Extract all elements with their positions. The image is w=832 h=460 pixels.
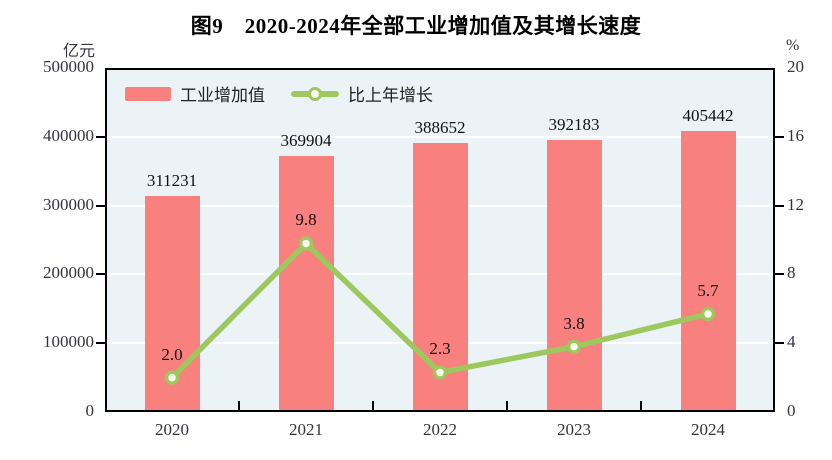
left-axis-tick-label: 300000 <box>43 194 94 214</box>
left-axis-tickmark <box>96 135 105 138</box>
line-value-label: 5.7 <box>697 280 719 300</box>
chart-title: 图9 2020-2024年全部工业增加值及其增长速度 <box>190 14 642 38</box>
line-point-marker <box>432 365 448 380</box>
x-axis-label-2024: 2024 <box>691 420 725 439</box>
line-point-marker <box>164 370 180 385</box>
line-value-label: 2.3 <box>429 339 451 359</box>
bar-2024 <box>680 131 736 410</box>
right-axis-tick-label: 16 <box>787 125 804 145</box>
x-axis-label-2022: 2022 <box>423 420 457 439</box>
right-axis-tick-label: 4 <box>787 332 796 352</box>
right-axis-tick-label: 20 <box>787 57 804 76</box>
left-axis-tick-label: 200000 <box>43 263 94 283</box>
x-axis-label-2021: 2021 <box>289 420 323 439</box>
bar-swatch-icon <box>125 86 171 101</box>
legend-item-line: 比上年增长 <box>291 81 433 106</box>
right-axis-tickmark <box>775 273 784 276</box>
right-axis-tick-label: 0 <box>787 401 796 420</box>
line-point-marker <box>700 306 716 322</box>
right-axis-unit-label: % <box>786 37 800 54</box>
line-series <box>164 236 716 385</box>
bar-value-label: 311231 <box>146 170 198 190</box>
line-swatch-marker <box>308 86 322 101</box>
bar-value-label: 388652 <box>414 117 466 137</box>
right-axis-tick-label: 8 <box>787 263 796 283</box>
legend-label-bar: 工业增加值 <box>180 86 265 105</box>
left-axis-tickmark <box>96 273 105 276</box>
left-axis-tick-label: 500000 <box>43 57 94 76</box>
x-axis-label-2020: 2020 <box>155 420 189 439</box>
bar-2021 <box>278 155 334 410</box>
bar-value-label: 405442 <box>682 106 734 126</box>
left-axis-tick-label: 0 <box>85 401 95 420</box>
line-swatch-icon <box>291 86 339 102</box>
x-axis-label-2023: 2023 <box>557 420 591 439</box>
left-axis-tick-label: 400000 <box>43 125 94 145</box>
left-axis-tickmark <box>96 342 105 345</box>
plot-area: 311231 369904 388652 392183 405442 2.0 9.8 2.3… <box>105 68 775 412</box>
right-axis-tickmark <box>775 342 784 345</box>
x-tickmark <box>506 401 508 410</box>
bar-value-label: 392183 <box>548 115 600 135</box>
x-tickmark <box>640 401 642 410</box>
x-tickmark <box>372 401 374 410</box>
legend-item-bar: 工业增加值 <box>125 81 265 106</box>
right-axis-tickmark <box>775 204 784 207</box>
right-axis-tick-label: 12 <box>787 194 804 214</box>
left-axis-tick-label: 100000 <box>43 332 94 352</box>
legend: 工业增加值 比上年增长 <box>125 81 433 106</box>
bar-2023 <box>546 140 602 410</box>
line-point-marker <box>298 236 314 251</box>
line-value-label: 3.8 <box>563 313 585 333</box>
left-axis-tickmark <box>96 204 105 207</box>
right-axis-tickmark <box>775 135 784 138</box>
line-value-label: 2.0 <box>161 344 183 364</box>
bar-value-label: 369904 <box>280 130 332 150</box>
line-point-marker <box>566 339 582 354</box>
gridline <box>107 135 773 138</box>
x-tickmark <box>238 401 240 410</box>
legend-label-line: 比上年增长 <box>348 86 433 105</box>
left-axis-unit-label: 亿元 <box>62 43 95 60</box>
line-value-label: 9.8 <box>295 210 317 230</box>
